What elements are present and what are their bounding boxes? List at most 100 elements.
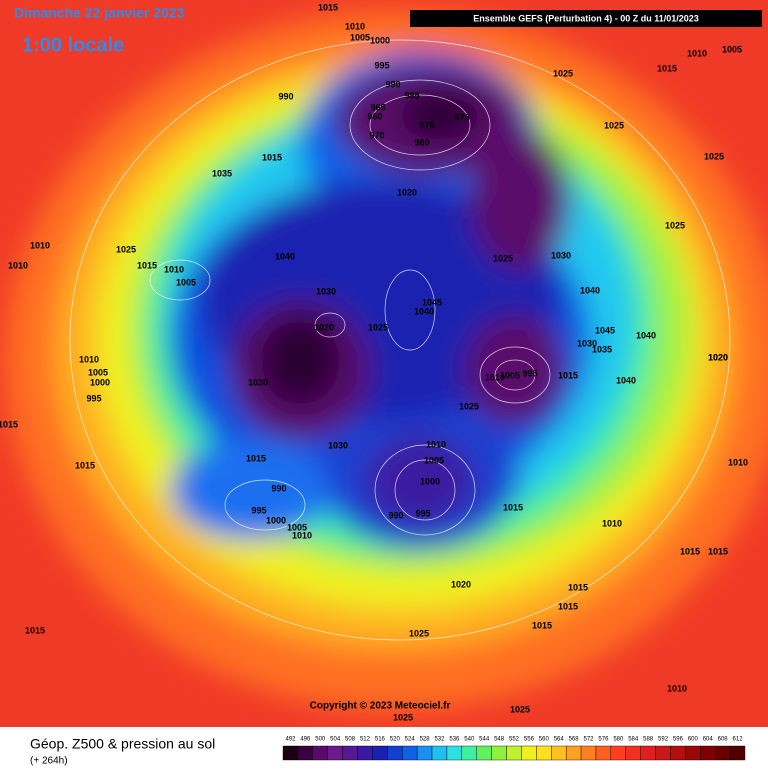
colorbar-label: 600 [688, 737, 699, 743]
pressure-label: 1020 [314, 322, 334, 332]
color-swatch [431, 745, 448, 761]
colorbar-label: 588 [643, 737, 654, 743]
colorbar-label: 540 [464, 737, 475, 743]
pressure-label: 1030 [316, 286, 336, 296]
pressure-label: 1015 [262, 152, 282, 162]
footer-title: Géop. Z500 & pression au sol [30, 736, 215, 752]
pressure-label: 985 [404, 90, 419, 100]
pressure-label: 1010 [485, 372, 505, 382]
color-swatch [685, 745, 701, 761]
pressure-label: 1030 [248, 377, 268, 387]
pressure-label: 995 [415, 508, 430, 518]
pressure-label: 990 [271, 483, 286, 493]
pressure-label: 1030 [328, 440, 348, 450]
pressure-label: 1020 [708, 352, 728, 362]
color-swatch [416, 745, 433, 761]
pressure-label: 1025 [368, 322, 388, 332]
pressure-label: 1010 [292, 530, 312, 540]
color-swatch [521, 745, 537, 761]
pressure-label: 975 [454, 112, 469, 122]
color-swatch [595, 745, 612, 761]
color-swatch [700, 745, 716, 761]
pressure-label: 990 [278, 91, 293, 101]
pressure-label: 1025 [116, 244, 136, 254]
color-swatch [342, 745, 358, 761]
colorbar-label: 560 [539, 737, 550, 743]
color-swatch [476, 745, 492, 761]
pressure-label: 1005 [287, 522, 307, 532]
pressure-label: 1015 [558, 601, 578, 611]
pressure-label: 990 [385, 79, 400, 89]
colorbar-label: 532 [434, 737, 445, 743]
colorbar-label: 612 [733, 737, 744, 743]
pressure-label: 995 [251, 505, 266, 515]
colorbar-label: 576 [598, 737, 609, 743]
pressure-label: 1025 [553, 68, 573, 78]
pressure-label: 1010 [728, 457, 748, 467]
colorbar: 492 496 500 504 508 512 516 520 524 528 532 536 540 5… [282, 737, 746, 761]
color-swatch [297, 745, 314, 761]
color-swatch [357, 745, 373, 761]
run-info: Ensemble GEFS (Perturbation 4) - 00 Z du… [473, 13, 699, 23]
pressure-label: 1025 [665, 220, 685, 230]
pressure-label: 1010 [602, 518, 622, 528]
pressure-label: 1015 [503, 502, 523, 512]
pressure-label: 1020 [397, 187, 417, 197]
colorbar-label: 592 [658, 737, 669, 743]
time: 1:00 locale [22, 34, 124, 56]
color-swatch [610, 745, 626, 761]
colorbar-label: 564 [554, 737, 565, 743]
colorbar-label: 568 [569, 737, 580, 743]
pressure-label: 1000 [420, 476, 440, 486]
pressure-label: 1015 [318, 2, 338, 12]
pressure-label: 1025 [393, 712, 413, 722]
colorbar-label: 496 [300, 737, 311, 743]
pressure-label: 1015 [568, 582, 588, 592]
colorbar-label: 508 [345, 737, 356, 743]
pressure-label: 1025 [409, 628, 429, 638]
colorbar-label: 500 [315, 737, 326, 743]
pressure-label: 1040 [414, 306, 434, 316]
pressure-label: 970 [369, 130, 384, 140]
pressure-label: 1025 [459, 401, 479, 411]
pressure-label: 1010 [8, 260, 28, 270]
pressure-label: 1015 [680, 546, 700, 556]
pressure-label: 1035 [592, 344, 612, 354]
pressure-label: 1010 [79, 354, 99, 364]
color-swatch [282, 745, 299, 761]
pressure-label: 975 [419, 120, 434, 130]
pressure-label: 1010 [687, 48, 707, 58]
pressure-label: 1015 [246, 453, 266, 463]
color-swatch [327, 745, 343, 761]
pressure-label: 1005 [424, 455, 444, 465]
color-swatch [387, 745, 403, 761]
colorbar-label: 492 [285, 737, 296, 743]
pressure-label: 1010 [426, 439, 446, 449]
pressure-label: 1005 [88, 367, 108, 377]
color-swatch [312, 745, 328, 761]
color-swatch [372, 745, 388, 761]
colorbar-label: 556 [524, 737, 535, 743]
colorbar-label: 604 [703, 737, 714, 743]
pressure-label: 1010 [164, 264, 184, 274]
pressure-label: 1015 [532, 620, 552, 630]
pressure-label: 960 [367, 111, 382, 121]
pressure-label: 1005 [500, 370, 520, 380]
pressure-label: 1015 [657, 63, 677, 73]
colorbar-label: 536 [449, 737, 460, 743]
field [0, 0, 768, 727]
colorbar-label: 580 [613, 737, 624, 743]
color-swatch [402, 745, 418, 761]
pressure-label: 1015 [0, 419, 18, 429]
color-swatch [670, 745, 686, 761]
pressure-label: 1015 [137, 260, 157, 270]
pressure-label: 1010 [667, 683, 687, 693]
pressure-label: 1010 [345, 21, 365, 31]
color-swatch [655, 745, 671, 761]
pressure-label: 995 [522, 368, 537, 378]
pressure-label: 1005 [722, 44, 742, 54]
colorbar-label: 504 [330, 737, 341, 743]
pressure-label: 1015 [558, 370, 578, 380]
